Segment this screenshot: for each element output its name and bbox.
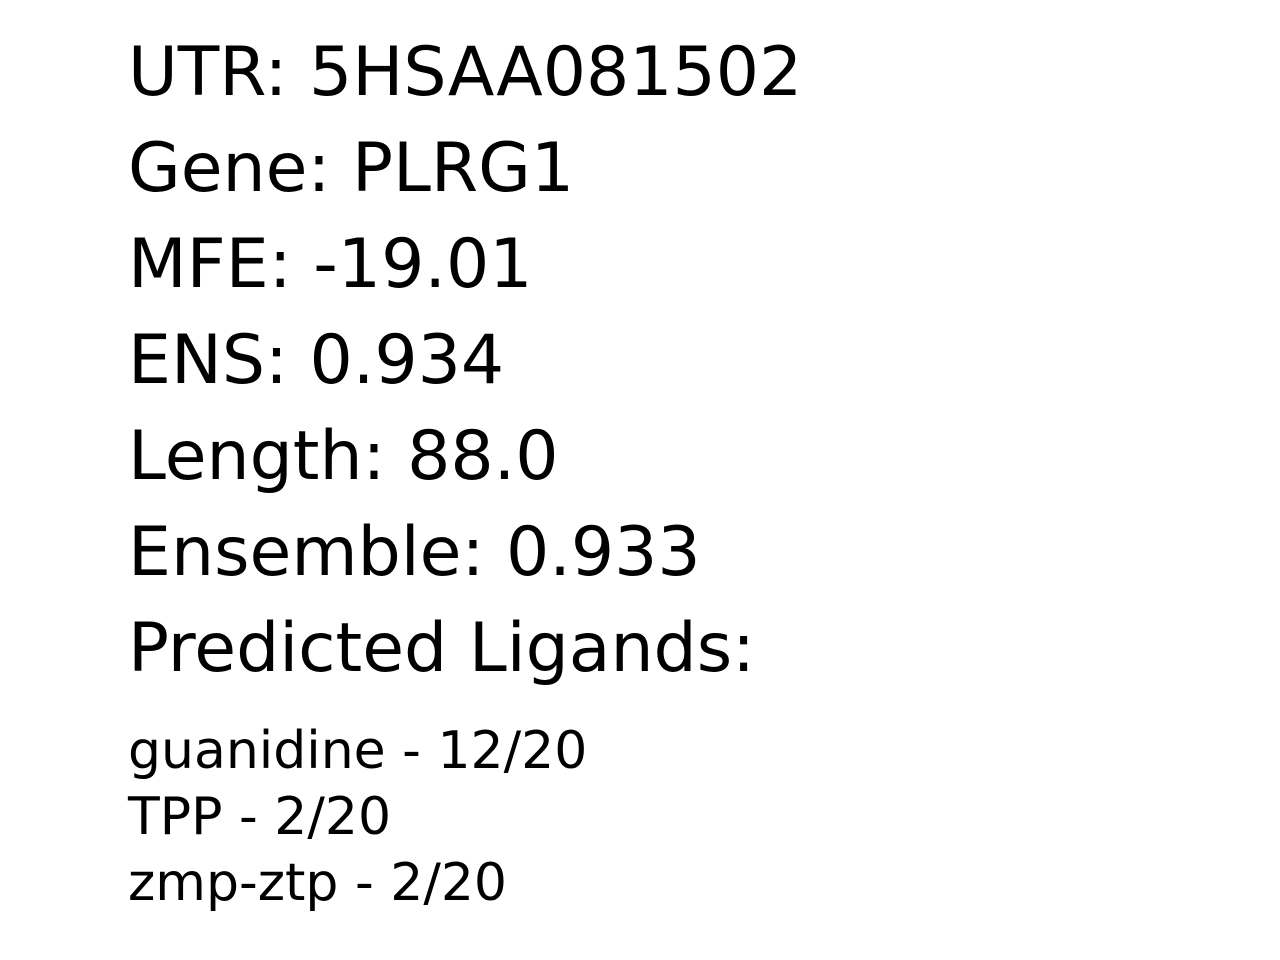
length-label: Length: 88.0 [128,417,559,496]
record-info: UTR: 5HSAA081502 Gene: PLRG1 MFE: -19.01… [128,0,803,688]
gene-label: Gene: PLRG1 [128,129,575,208]
ligand-list: guanidine - 12/20 TPP - 2/20 zmp-ztp - 2… [128,718,587,916]
ligand-item: zmp-ztp - 2/20 [128,853,508,913]
utr-label: UTR: 5HSAA081502 [128,33,803,112]
ens-label: ENS: 0.934 [128,321,505,400]
mfe-label: MFE: -19.01 [128,225,533,304]
ensemble-label: Ensemble: 0.933 [128,513,701,592]
ligand-item: guanidine - 12/20 [128,721,588,781]
ligands-heading: Predicted Ligands: [128,609,756,688]
ligand-item: TPP - 2/20 [128,787,392,847]
